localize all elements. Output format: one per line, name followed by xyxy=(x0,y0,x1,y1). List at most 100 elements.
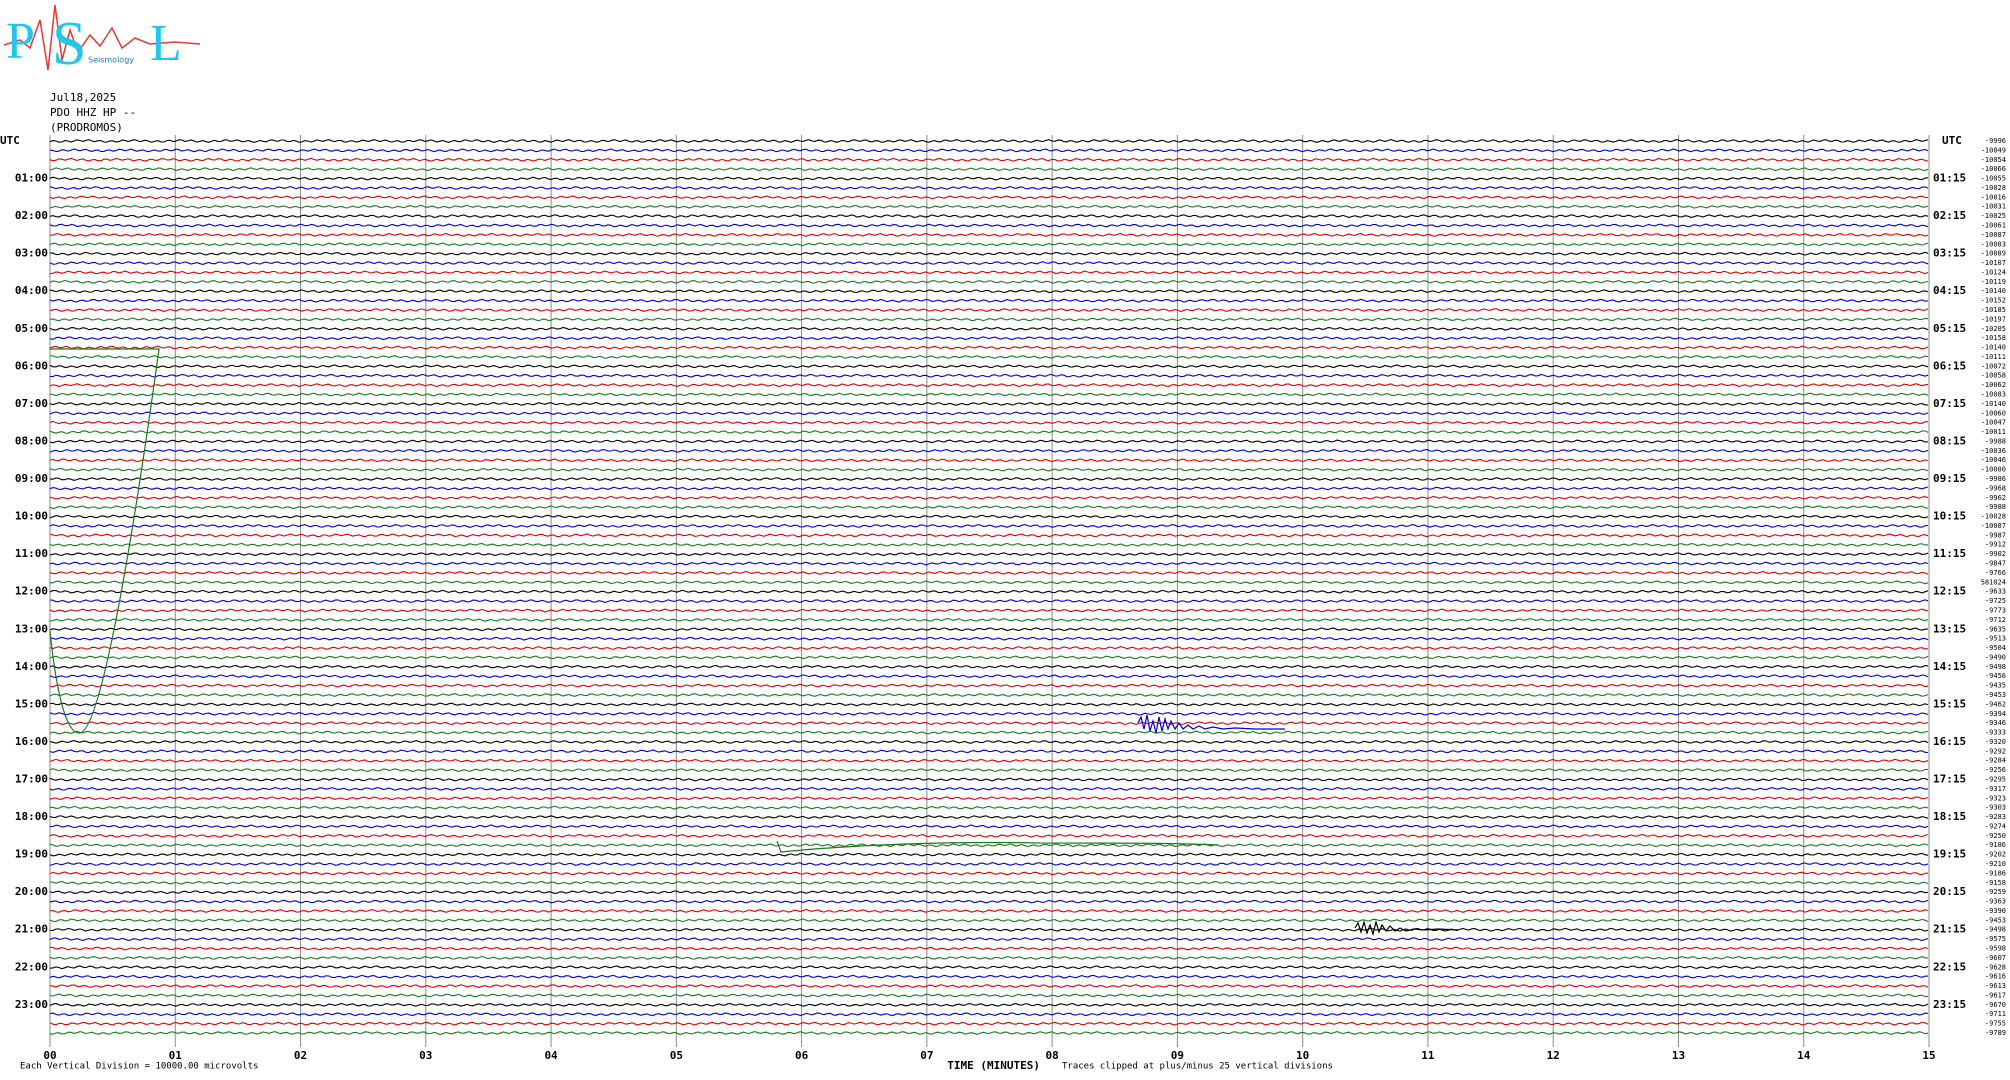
offset-label: -10140 xyxy=(1981,400,2006,408)
minute-tick-label: 02 xyxy=(294,1049,307,1062)
utc-label: UTC xyxy=(0,134,20,147)
offset-label: -10007 xyxy=(1981,522,2006,530)
offset-label: -9394 xyxy=(1985,710,2006,718)
trace xyxy=(49,608,1929,613)
trace xyxy=(49,561,1929,566)
trace xyxy=(49,1012,1929,1017)
trace xyxy=(49,214,1929,219)
offset-label: -10185 xyxy=(1981,306,2006,314)
site: (PRODROMOS) xyxy=(50,121,123,134)
trace xyxy=(49,852,1929,857)
trace xyxy=(49,279,1929,284)
hour-label: 22:15 xyxy=(1933,960,1966,973)
trace xyxy=(49,880,1929,885)
offset-label: -9789 xyxy=(1985,1029,2006,1037)
trace xyxy=(49,655,1929,660)
trace xyxy=(49,721,1929,726)
offset-label: -9498 xyxy=(1985,663,2006,671)
trace xyxy=(49,185,1929,190)
offset-label: -9295 xyxy=(1985,775,2006,783)
offset-label: -10011 xyxy=(1981,428,2006,436)
offset-label: -10046 xyxy=(1981,456,2006,464)
minute-tick-label: 06 xyxy=(795,1049,809,1062)
offset-label: -9766 xyxy=(1985,569,2006,577)
offset-label: -9773 xyxy=(1985,606,2006,614)
hour-label: 21:00 xyxy=(15,923,48,936)
offset-label: -9986 xyxy=(1985,475,2006,483)
station: PDO HHZ HP -- xyxy=(50,106,136,119)
trace xyxy=(49,148,1929,153)
hour-label: 07:00 xyxy=(15,397,48,410)
hour-label: 14:00 xyxy=(15,660,48,673)
hour-label: 08:00 xyxy=(15,434,48,447)
offset-label: -10158 xyxy=(1981,334,2006,342)
minute-tick-label: 13 xyxy=(1672,1049,1685,1062)
trace xyxy=(49,430,1929,435)
trace xyxy=(49,242,1929,247)
hour-label: 11:00 xyxy=(15,547,48,560)
minute-tick-label: 05 xyxy=(670,1049,683,1062)
minute-tick-label: 10 xyxy=(1296,1049,1309,1062)
offset-label: -9988 xyxy=(1985,437,2006,445)
trace xyxy=(49,364,1929,369)
hour-label: 02:00 xyxy=(15,209,48,222)
offset-label: -9186 xyxy=(1985,841,2006,849)
trace xyxy=(49,599,1929,604)
trace xyxy=(49,458,1929,463)
offset-label: -9575 xyxy=(1985,935,2006,943)
trace xyxy=(49,524,1929,528)
trace xyxy=(49,223,1929,228)
trace xyxy=(49,739,1929,744)
hour-label: 16:00 xyxy=(15,735,48,748)
hour-label: 16:15 xyxy=(1933,735,1966,748)
offset-label: -9996 xyxy=(1985,137,2006,145)
hour-label: 03:00 xyxy=(15,247,48,260)
offset-label: -10058 xyxy=(1981,372,2006,380)
hour-label: 17:15 xyxy=(1933,772,1966,785)
utc-label: UTC xyxy=(1942,134,1962,147)
trace xyxy=(49,411,1929,416)
trace xyxy=(49,815,1929,819)
offset-label: -10049 xyxy=(1981,146,2006,154)
minute-tick-label: 15 xyxy=(1922,1049,1935,1062)
trace xyxy=(49,448,1929,453)
hour-label: 07:15 xyxy=(1933,397,1966,410)
offset-label: -9259 xyxy=(1985,888,2006,896)
hour-label: 05:00 xyxy=(15,322,48,335)
trace xyxy=(49,383,1929,388)
offset-label: -9912 xyxy=(1985,541,2006,549)
trace xyxy=(49,918,1929,923)
hour-label: 02:15 xyxy=(1933,209,1966,222)
offset-label: -9202 xyxy=(1985,851,2006,859)
minute-tick-label: 00 xyxy=(43,1049,56,1062)
offset-label: -9303 xyxy=(1985,804,2006,812)
offset-label: -9616 xyxy=(1985,973,2006,981)
offset-label: -9390 xyxy=(1985,907,2006,915)
trace xyxy=(49,514,1929,519)
trace xyxy=(49,730,1929,735)
hour-label: 17:00 xyxy=(15,772,48,785)
trace xyxy=(49,786,1929,791)
trace xyxy=(49,937,1929,942)
clip-note: Traces clipped at plus/minus 25 vertical… xyxy=(1062,1062,1333,1072)
offset-label: -10025 xyxy=(1981,212,2006,220)
offset-label: -10054 xyxy=(1981,156,2006,164)
trace xyxy=(49,326,1929,331)
offset-label: -9210 xyxy=(1985,860,2006,868)
offset-label: -9158 xyxy=(1985,879,2006,887)
offset-label: -10205 xyxy=(1981,325,2006,333)
offset-label: -9613 xyxy=(1985,982,2006,990)
hour-label: 18:15 xyxy=(1933,810,1966,823)
minute-tick-label: 08 xyxy=(1046,1049,1059,1062)
offset-label: -9617 xyxy=(1985,991,2006,999)
trace xyxy=(49,317,1929,322)
trace xyxy=(49,486,1929,491)
offset-label: -10124 xyxy=(1981,268,2006,276)
trace xyxy=(49,899,1929,904)
offset-label: -10028 xyxy=(1981,184,2006,192)
hour-label: 20:00 xyxy=(15,885,48,898)
trace xyxy=(49,204,1929,209)
trace xyxy=(49,157,1929,162)
trace xyxy=(49,176,1929,181)
